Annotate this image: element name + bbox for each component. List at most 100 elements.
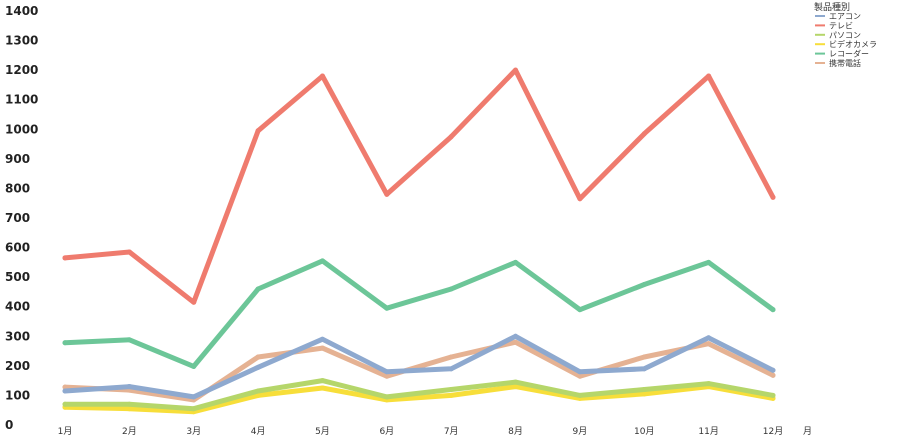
data-point xyxy=(126,337,132,343)
data-point xyxy=(126,384,132,390)
x-tick-label: 4月 xyxy=(251,426,266,436)
data-point xyxy=(384,305,390,311)
data-point xyxy=(384,394,390,400)
data-point xyxy=(706,381,712,387)
data-point xyxy=(706,73,712,79)
y-tick-label: 1300 xyxy=(5,34,38,48)
data-point xyxy=(513,333,519,339)
y-tick-label: 900 xyxy=(5,152,30,166)
series-line-ビデオカメラ xyxy=(62,384,776,415)
data-point xyxy=(577,307,583,313)
data-point xyxy=(448,387,454,393)
x-tick-label: 8月 xyxy=(508,426,523,436)
y-tick-label: 500 xyxy=(5,270,30,284)
data-point xyxy=(255,388,261,394)
x-tick-label: 11月 xyxy=(698,426,718,436)
data-point xyxy=(384,191,390,197)
data-point xyxy=(770,307,776,313)
legend-item-label: ビデオカメラ xyxy=(829,39,877,49)
data-point xyxy=(319,385,325,391)
data-point xyxy=(770,367,776,373)
legend-item-label: エアコン xyxy=(829,12,861,21)
data-point xyxy=(513,384,519,390)
y-tick-label: 300 xyxy=(5,329,30,343)
series-line-携帯電話 xyxy=(62,339,776,403)
data-point xyxy=(319,336,325,342)
data-point xyxy=(577,373,583,379)
data-point xyxy=(126,249,132,255)
data-point xyxy=(641,366,647,372)
data-point xyxy=(577,369,583,375)
data-point xyxy=(770,372,776,378)
legend-title: 製品種別 xyxy=(814,1,850,13)
data-point xyxy=(448,392,454,398)
data-point xyxy=(577,392,583,398)
data-point xyxy=(319,378,325,384)
legend-item-label: パソコン xyxy=(829,31,861,40)
data-point xyxy=(706,259,712,265)
x-tick-label: 5月 xyxy=(315,426,330,436)
data-point xyxy=(770,392,776,398)
data-point xyxy=(706,341,712,347)
y-tick-label: 600 xyxy=(5,241,30,255)
legend-item-label: 携帯電話 xyxy=(829,58,861,68)
data-point xyxy=(319,73,325,79)
data-point xyxy=(384,373,390,379)
series-line-レコーダー xyxy=(62,258,776,369)
x-tick-label: 2月 xyxy=(122,426,137,436)
data-point xyxy=(384,369,390,375)
data-point xyxy=(62,388,68,394)
data-point xyxy=(448,366,454,372)
data-point xyxy=(448,134,454,140)
data-point xyxy=(513,259,519,265)
series-lines xyxy=(62,67,776,415)
x-tick-label: 9月 xyxy=(573,426,588,436)
data-point xyxy=(255,354,261,360)
x-tick-label: 3月 xyxy=(186,426,201,436)
data-point xyxy=(126,401,132,407)
data-point xyxy=(448,354,454,360)
data-point xyxy=(513,379,519,385)
legend-item-label: レコーダー xyxy=(829,49,869,59)
data-point xyxy=(706,335,712,341)
x-tick-label: 7月 xyxy=(444,426,459,436)
data-point xyxy=(62,401,68,407)
data-point xyxy=(255,364,261,370)
y-tick-label: 1000 xyxy=(5,122,38,136)
data-point xyxy=(641,131,647,137)
y-tick-label: 100 xyxy=(5,388,30,402)
data-point xyxy=(255,286,261,292)
x-tick-label: 10月 xyxy=(634,426,654,436)
x-tick-label: 12月 xyxy=(763,426,783,436)
y-tick-label: 800 xyxy=(5,181,30,195)
data-point xyxy=(513,67,519,73)
y-tick-label: 1200 xyxy=(5,63,38,77)
x-tick-label: 1月 xyxy=(58,426,73,436)
data-point xyxy=(641,387,647,393)
data-point xyxy=(319,258,325,264)
series-line-パソコン xyxy=(62,378,776,412)
x-tick-label: 6月 xyxy=(379,426,394,436)
y-tick-label: 200 xyxy=(5,359,30,373)
data-point xyxy=(62,384,68,390)
data-point xyxy=(255,392,261,398)
data-point xyxy=(126,406,132,412)
data-point xyxy=(513,339,519,345)
data-point xyxy=(641,282,647,288)
y-tick-label: 700 xyxy=(5,211,30,225)
data-point xyxy=(191,299,197,305)
data-point xyxy=(62,340,68,346)
series-line-エアコン xyxy=(62,333,776,400)
data-point xyxy=(191,363,197,369)
data-point xyxy=(770,194,776,200)
data-point xyxy=(641,391,647,397)
data-point xyxy=(448,286,454,292)
data-point xyxy=(255,128,261,134)
x-axis-ticks: 1月 2月 3月 4月 5月 6月 7月 8月 9月 10月 11月 12月 xyxy=(58,426,784,436)
data-point xyxy=(577,196,583,202)
x-axis-label: 月 xyxy=(803,426,812,436)
data-point xyxy=(191,406,197,412)
